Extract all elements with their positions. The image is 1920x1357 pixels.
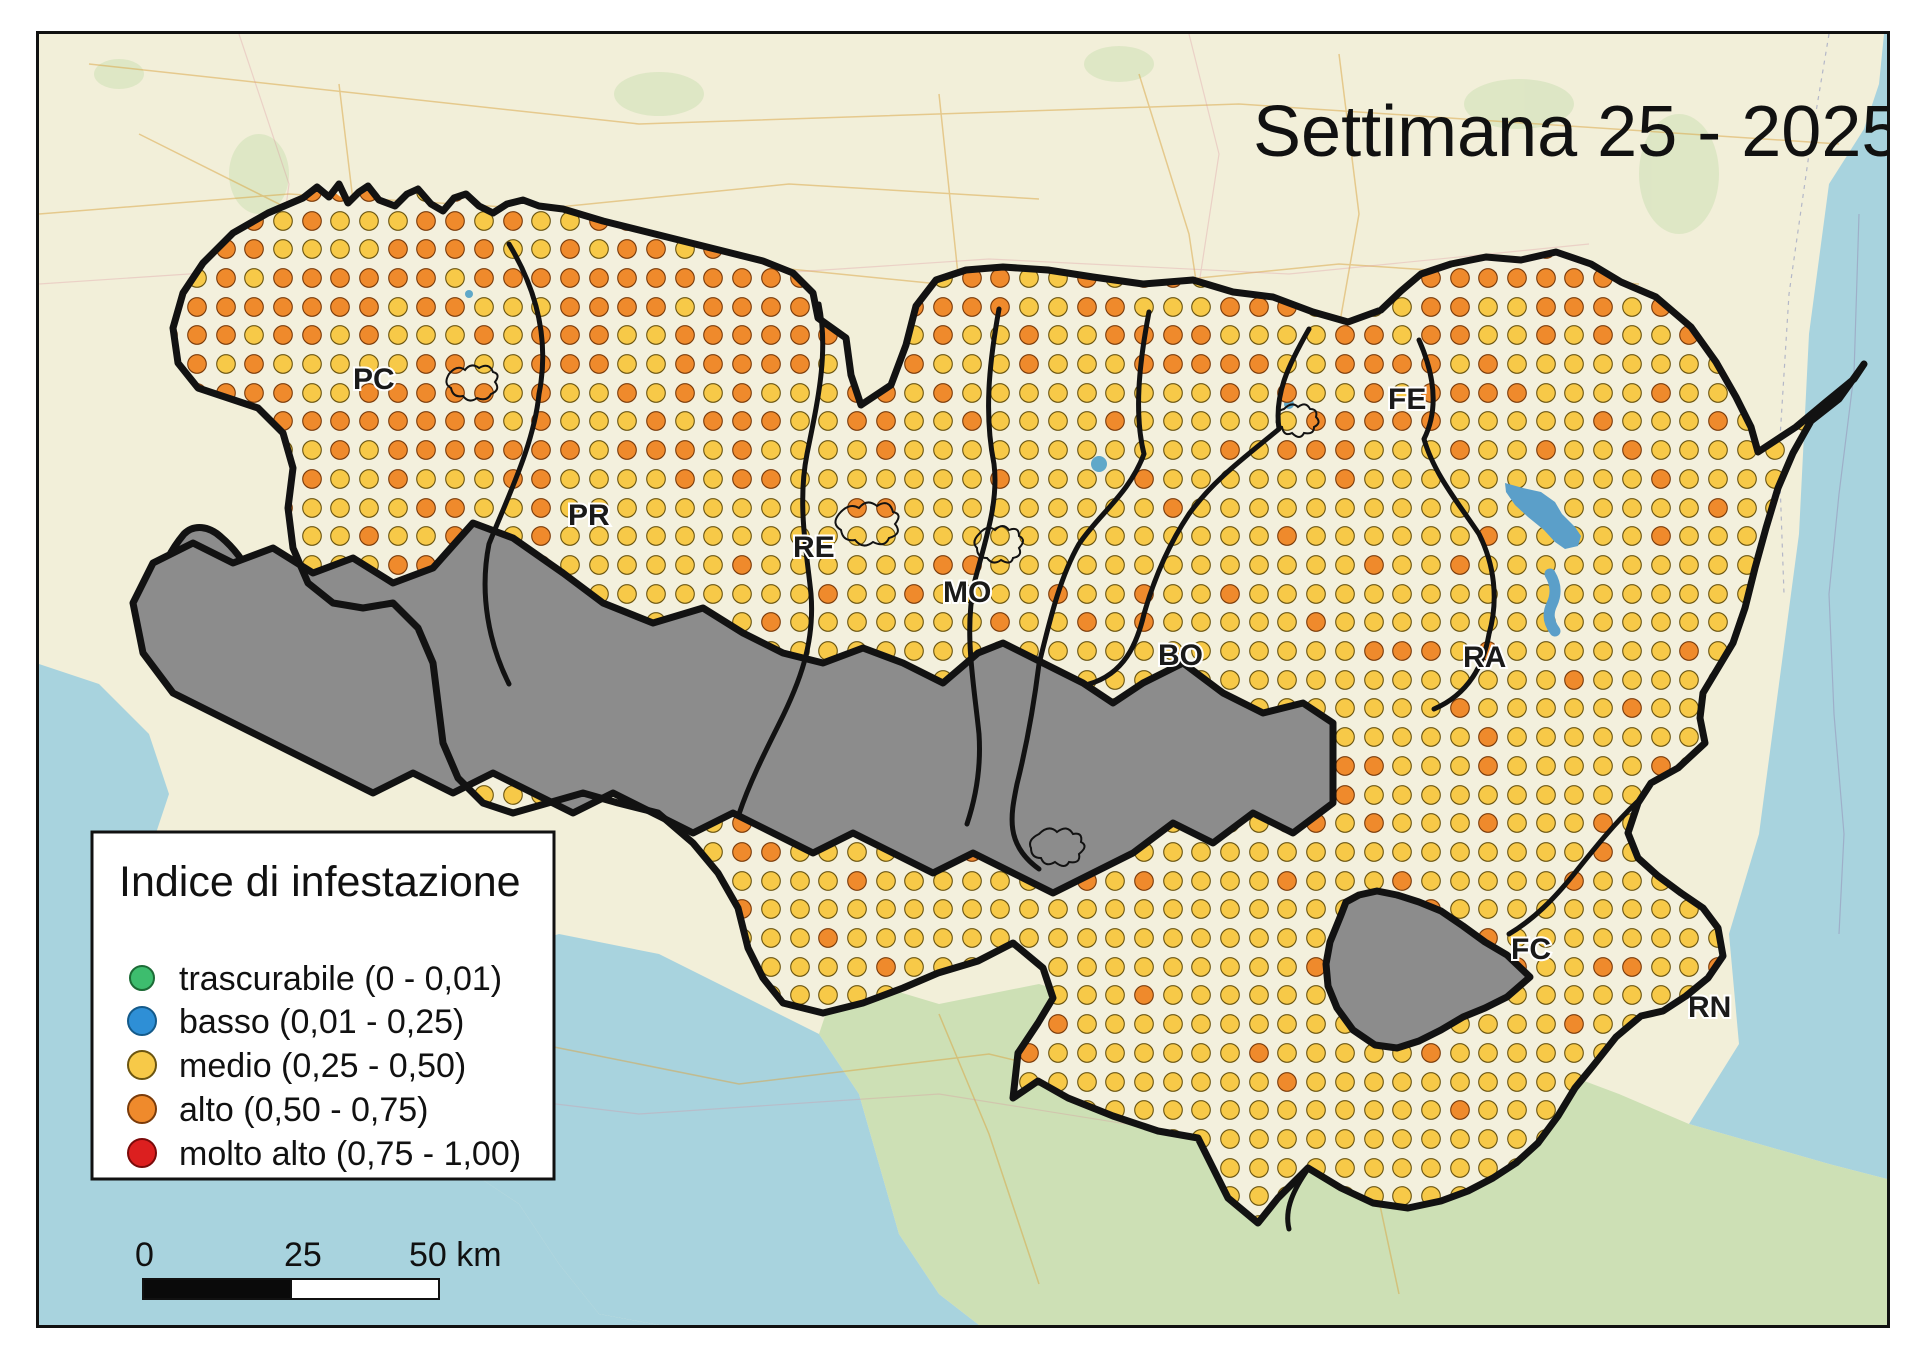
svg-text:medio (0,25 - 0,50): medio (0,25 - 0,50) bbox=[179, 1047, 466, 1085]
svg-text:RA: RA bbox=[1463, 641, 1506, 674]
svg-text:50 km: 50 km bbox=[409, 1236, 502, 1274]
svg-text:25: 25 bbox=[284, 1236, 322, 1274]
svg-text:RE: RE bbox=[793, 531, 835, 564]
svg-text:MO: MO bbox=[943, 576, 991, 609]
svg-text:PC: PC bbox=[353, 363, 395, 396]
svg-text:FE: FE bbox=[1388, 383, 1426, 416]
svg-text:0: 0 bbox=[135, 1236, 154, 1274]
svg-text:molto alto (0,75 - 1,00): molto alto (0,75 - 1,00) bbox=[179, 1135, 521, 1173]
svg-text:trascurabile (0 - 0,01): trascurabile (0 - 0,01) bbox=[179, 960, 502, 998]
svg-text:RN: RN bbox=[1688, 991, 1731, 1024]
svg-text:basso (0,01 - 0,25): basso (0,01 - 0,25) bbox=[179, 1003, 464, 1041]
svg-text:PR: PR bbox=[568, 499, 610, 532]
svg-text:BO: BO bbox=[1158, 639, 1203, 672]
svg-text:FC: FC bbox=[1511, 933, 1551, 966]
svg-text:Indice di infestazione: Indice di infestazione bbox=[119, 858, 521, 906]
svg-text:Settimana 25 - 2025: Settimana 25 - 2025 bbox=[1253, 92, 1887, 172]
svg-text:alto (0,50 - 0,75): alto (0,50 - 0,75) bbox=[179, 1091, 428, 1129]
